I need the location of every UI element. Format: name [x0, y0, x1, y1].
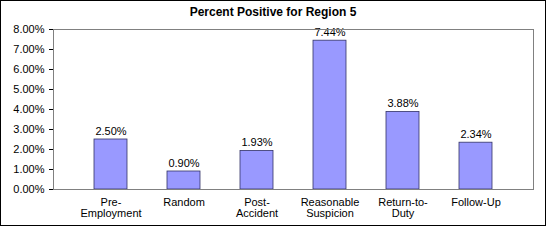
svg-text:0.90%: 0.90%: [168, 157, 199, 169]
svg-text:0.00%: 0.00%: [13, 183, 44, 195]
svg-text:5.00%: 5.00%: [13, 83, 44, 95]
html-text:Percent Positive for Region 5: Percent Positive for Region 5: [189, 5, 357, 19]
svg-text:Return-to-Duty: Return-to-Duty: [378, 196, 428, 219]
svg-text:7.44%: 7.44%: [314, 26, 345, 38]
svg-text:1.93%: 1.93%: [241, 136, 272, 148]
svg-text:4.00%: 4.00%: [13, 103, 44, 115]
svg-text:Pre-Employment: Pre-Employment: [80, 196, 141, 219]
svg-text:8.00%: 8.00%: [13, 23, 44, 35]
svg-text:2.34%: 2.34%: [460, 128, 491, 140]
svg-text:6.00%: 6.00%: [13, 63, 44, 75]
svg-text:3.00%: 3.00%: [13, 123, 44, 135]
svg-text:Follow-Up: Follow-Up: [451, 196, 501, 208]
svg-text:3.88%: 3.88%: [387, 97, 418, 109]
svg-text:ReasonableSuspicion: ReasonableSuspicion: [301, 196, 360, 219]
svg-text:Post-Accident: Post-Accident: [236, 196, 278, 219]
svg-text:1.00%: 1.00%: [13, 163, 44, 175]
svg-text:2.50%: 2.50%: [95, 125, 126, 137]
svg-text:7.00%: 7.00%: [13, 43, 44, 55]
svg-text:Random: Random: [163, 196, 205, 208]
svg-text:2.00%: 2.00%: [13, 143, 44, 155]
